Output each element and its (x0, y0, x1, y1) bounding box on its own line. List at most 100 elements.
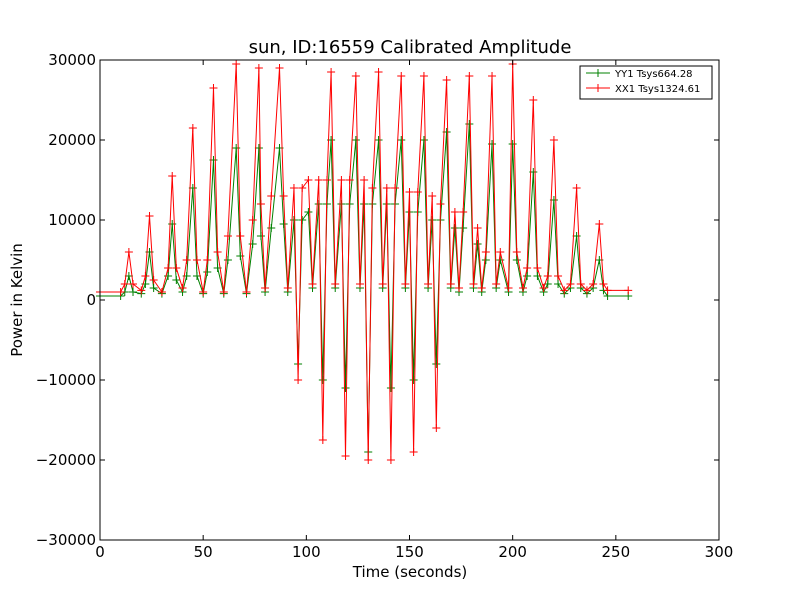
y-tick-label: 20000 (48, 131, 96, 149)
data-point-marker (603, 286, 612, 295)
x-tick-label: 0 (95, 543, 105, 561)
data-point-marker (554, 280, 563, 288)
data-point-marker (469, 280, 478, 288)
data-point-marker (145, 212, 154, 220)
data-point-marker (209, 84, 218, 92)
data-point-marker (232, 60, 241, 68)
data-point-marker (248, 216, 257, 224)
data-point-marker (539, 284, 548, 292)
data-point-marker (360, 176, 369, 184)
plot-background (100, 60, 719, 540)
data-point-marker (481, 248, 490, 256)
data-point-marker (595, 220, 604, 228)
data-point-marker (450, 208, 459, 216)
data-point-marker (397, 72, 406, 80)
data-point-marker (374, 68, 383, 76)
data-point-marker (523, 264, 532, 272)
data-point-marker (446, 280, 455, 288)
data-point-marker (232, 144, 241, 152)
data-point-marker (192, 256, 201, 264)
data-point-marker (254, 144, 263, 152)
data-point-marker (419, 136, 428, 144)
data-point-marker (137, 286, 146, 295)
data-point-marker (256, 200, 265, 208)
data-point-marker (304, 208, 313, 216)
data-point-marker (203, 268, 212, 276)
chart-title: sun, ID:16559 Calibrated Amplitude (249, 37, 572, 58)
data-point-marker (481, 256, 490, 264)
x-tick-label: 200 (498, 543, 527, 561)
y-tick-label: 0 (86, 291, 96, 309)
data-point-marker (401, 280, 410, 288)
data-point-marker (432, 424, 441, 432)
data-point-marker (308, 280, 317, 288)
y-axis-title: Power in Kelvin (8, 243, 26, 357)
data-point-marker (331, 280, 340, 288)
data-point-marker (492, 280, 501, 288)
data-point-marker (341, 384, 350, 392)
x-axis: 0 50 100 150 200 250 300 (95, 60, 733, 561)
data-point-marker (129, 280, 138, 288)
legend-marker (594, 84, 602, 92)
data-point-marker (294, 376, 303, 384)
data-point-marker (149, 284, 158, 292)
legend-entry: YY1 Tsys664.28 (586, 69, 693, 80)
data-point-marker (512, 256, 521, 264)
x-tick-label: 100 (292, 543, 321, 561)
data-point-marker (283, 284, 292, 292)
data-point-marker (242, 288, 251, 296)
data-point-marker (178, 284, 187, 292)
data-point-marker (572, 184, 581, 192)
data-point-marker (599, 280, 608, 288)
data-point-marker (168, 172, 177, 180)
data-point-marker (533, 264, 542, 272)
y-tick-label: 10000 (48, 211, 96, 229)
data-point-marker (368, 184, 377, 192)
data-point-marker (298, 216, 307, 224)
data-point-marker (298, 184, 307, 192)
data-point-marker (496, 248, 505, 256)
data-point-marker (523, 272, 532, 280)
legend: YY1 Tsys664.28 XX1 Tsys1324.61 (579, 65, 713, 100)
data-point-marker (182, 256, 191, 264)
data-point-marker (157, 288, 166, 296)
data-point-marker (374, 136, 383, 144)
data-point-marker (188, 124, 197, 132)
data-point-marker (386, 384, 395, 392)
data-point-marker (436, 200, 445, 208)
data-point-marker (223, 256, 232, 264)
x-tick-label: 300 (705, 543, 734, 561)
y-tick-label: −10000 (36, 371, 96, 389)
data-point-marker (322, 176, 331, 184)
data-point-marker (172, 276, 181, 284)
data-point-marker (289, 184, 298, 192)
series-layer (96, 60, 633, 464)
data-point-marker (624, 286, 633, 295)
data-point-marker (405, 188, 414, 196)
data-point-marker (419, 72, 428, 80)
data-point-marker (549, 136, 558, 144)
data-point-marker (172, 264, 181, 272)
data-point-marker (129, 288, 138, 296)
series-1 (96, 60, 633, 464)
legend-label: XX1 Tsys1324.61 (615, 84, 700, 95)
data-point-marker (504, 284, 513, 292)
data-point-marker (275, 64, 284, 72)
data-point-marker (164, 264, 173, 272)
data-point-marker (473, 240, 482, 248)
data-point-marker (120, 280, 129, 288)
data-point-marker (279, 192, 288, 200)
data-point-marker (382, 184, 391, 192)
data-point-marker (554, 272, 563, 280)
x-tick-label: 50 (194, 543, 213, 561)
x-tick-label: 250 (602, 543, 631, 561)
legend-marker (594, 69, 602, 77)
data-point-marker (459, 224, 468, 232)
data-point-marker (364, 456, 373, 464)
data-point-marker (124, 248, 133, 256)
legend-entries: YY1 Tsys664.28 XX1 Tsys1324.61 (586, 69, 700, 95)
data-point-marker (327, 68, 336, 76)
data-point-marker (149, 276, 158, 284)
data-point-marker (566, 280, 575, 288)
